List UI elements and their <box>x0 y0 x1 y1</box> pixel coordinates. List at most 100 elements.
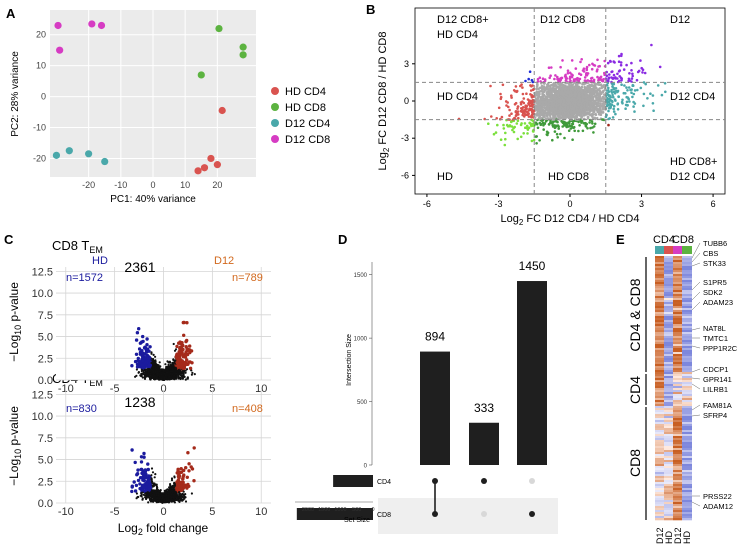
fc-point <box>535 107 538 111</box>
volcano-point <box>185 321 189 325</box>
fc-point <box>581 129 585 133</box>
fc-point <box>574 101 577 105</box>
fc-point <box>640 66 643 70</box>
fc-point <box>497 106 501 110</box>
volcano-point <box>137 327 141 331</box>
fc-point <box>637 69 641 73</box>
fc-point <box>613 98 617 101</box>
fc-point <box>544 100 548 103</box>
fc-point <box>565 86 568 90</box>
fc-point <box>598 64 601 68</box>
fc-point <box>584 86 588 89</box>
fc-point <box>584 98 587 102</box>
fc-point <box>656 84 660 87</box>
fc-point <box>557 125 560 128</box>
fc-point <box>520 83 523 86</box>
fc-point <box>549 119 552 123</box>
fc-point <box>594 94 597 97</box>
fc-ytick-label: -3 <box>401 133 409 143</box>
fc-point <box>620 100 624 104</box>
fc-point <box>572 110 575 113</box>
fc-point <box>531 123 535 127</box>
volcano-point <box>147 363 151 368</box>
quadrant-label-d12cd8-hdcd4-line1: D12 CD8+ <box>437 14 489 26</box>
fc-point <box>627 86 631 89</box>
volcano-ytick-label: 10.0 <box>32 288 53 300</box>
fc-point <box>566 69 570 72</box>
fc-point <box>515 122 519 125</box>
volcano-point <box>150 351 153 354</box>
volcano-point <box>172 342 175 346</box>
fc-point <box>601 110 605 114</box>
volcano-point <box>184 369 187 372</box>
fc-point <box>633 102 637 105</box>
fc-point <box>499 138 503 141</box>
fc-point <box>531 80 535 84</box>
fc-point <box>555 132 559 136</box>
fc-point <box>643 71 647 75</box>
volcano-point <box>160 373 163 376</box>
pca-xtick-label: 20 <box>212 180 222 190</box>
volcano-point <box>141 359 145 363</box>
volcano-point <box>143 376 146 379</box>
fc-point <box>519 103 523 106</box>
fc-point <box>567 129 571 132</box>
fc-point <box>603 73 606 76</box>
fc-point <box>601 90 605 94</box>
volcano-point <box>152 353 155 356</box>
volcano-point <box>150 497 153 500</box>
fc-point <box>593 64 597 67</box>
fc-point <box>596 107 599 111</box>
volcano-point <box>175 361 180 365</box>
fc-point <box>546 131 550 135</box>
fc-point <box>573 94 577 98</box>
fc-point <box>550 66 553 69</box>
fc-point <box>562 99 565 103</box>
quadrant-label-d12cd8-hdcd4-line2: HD CD4 <box>437 29 478 41</box>
pca-point <box>56 46 64 54</box>
volcano-point <box>159 369 162 372</box>
quadrant-label-d12cd8: D12 CD8 <box>540 14 585 26</box>
fc-point <box>622 91 626 95</box>
volcano-point <box>140 369 143 373</box>
fc-point <box>628 72 631 75</box>
fc-point <box>564 77 568 80</box>
fc-point <box>540 97 544 100</box>
fc-point <box>593 122 597 126</box>
fc-point <box>536 77 540 81</box>
volcano-ytick-label: 7.5 <box>38 433 53 445</box>
fc-point <box>608 94 611 97</box>
fc-ylabel: Log2 FC D12 CD8 / HD CD8 <box>377 32 391 171</box>
fc-point <box>563 136 566 140</box>
volcano-point <box>166 360 169 363</box>
fc-point <box>516 107 519 110</box>
volcano-point <box>134 483 139 488</box>
fc-point <box>514 90 517 93</box>
fc-point <box>510 125 514 128</box>
volcano-point <box>179 377 182 381</box>
fc-point <box>502 123 505 127</box>
fc-point <box>633 89 637 92</box>
fc-point <box>536 83 539 87</box>
pca-point <box>207 154 215 163</box>
pca-point <box>213 161 221 169</box>
pca-point <box>101 157 109 166</box>
fc-point <box>541 121 545 125</box>
volcano-point <box>182 333 186 337</box>
fc-point <box>622 68 626 71</box>
fc-point <box>516 105 520 108</box>
volcano-point <box>184 378 187 381</box>
fc-point <box>551 107 555 111</box>
fc-point <box>510 112 513 115</box>
volcano-point <box>145 347 150 351</box>
fc-point <box>530 139 534 143</box>
volcano-point <box>137 371 140 374</box>
fc-point <box>536 94 540 97</box>
fc-point <box>590 93 594 97</box>
volcano-point <box>181 353 185 357</box>
fc-point <box>555 105 558 108</box>
volcano-point <box>175 377 178 380</box>
fc-point <box>630 77 634 80</box>
fc-point <box>570 91 573 95</box>
volcano-point <box>175 344 179 349</box>
